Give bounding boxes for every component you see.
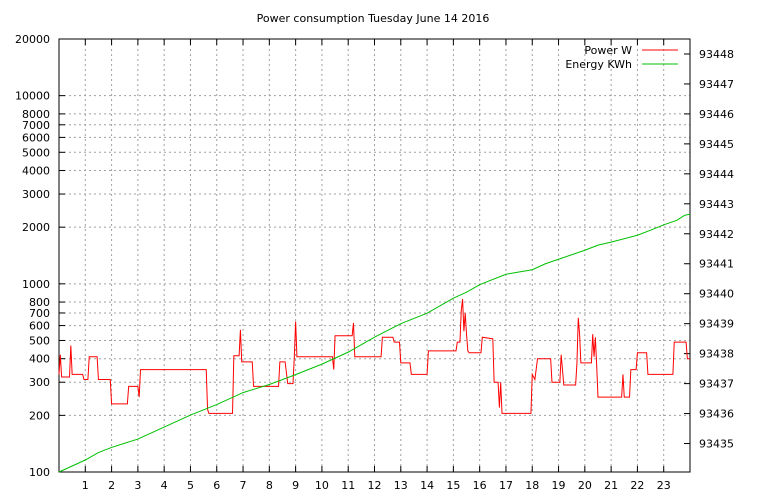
y-right-tick-label: 93446: [699, 108, 734, 121]
y-left-tick-label: 800: [29, 296, 50, 309]
y-left-tick-label: 2000: [22, 221, 50, 234]
series-line-power-w: [58, 298, 690, 414]
y-left-tick-label: 1000: [22, 278, 50, 291]
y-left-tick-label: 8000: [22, 108, 50, 121]
y-left-tick-label: 6000: [22, 131, 50, 144]
series-layer: [58, 213, 691, 473]
y-right-tick-label: 93445: [699, 138, 734, 151]
y-left-tick-label: 500: [29, 334, 50, 347]
y-right-tick-label: 93440: [699, 288, 734, 301]
y-left-tick-label: 5000: [22, 146, 50, 159]
y-left-tick-label: 7000: [22, 119, 50, 132]
y-left-tick-label: 300: [29, 376, 50, 389]
series-line-energy-kwh: [58, 213, 691, 473]
x-tick-label: 11: [341, 479, 355, 492]
y-left-tick-label: 600: [29, 320, 50, 333]
x-tick-label: 3: [134, 479, 141, 492]
x-tick-label: 20: [578, 479, 592, 492]
x-tick-label: 12: [368, 479, 382, 492]
x-tick-label: 7: [240, 479, 247, 492]
y-right-tick-label: 93443: [699, 198, 734, 211]
y-right-tick-label: 93439: [699, 318, 734, 331]
x-tick-label: 16: [473, 479, 487, 492]
y-right-tick-label: 93436: [699, 408, 734, 421]
y-right-tick-label: 93442: [699, 228, 734, 241]
axes: 1 2 3 4 5 6 7 8 9 10 11 12 13 14 15 16 17 18 19 20 21 22 23100…: [15, 33, 734, 492]
legend-label: Energy KWh: [565, 58, 632, 71]
x-tick-label: 19: [552, 479, 566, 492]
y-left-tick-label: 100: [29, 466, 50, 479]
y-right-tick-label: 93441: [699, 258, 734, 271]
y-right-tick-label: 93448: [699, 48, 734, 61]
x-tick-label: 1: [82, 479, 89, 492]
y-right-tick-label: 93437: [699, 378, 734, 391]
y-left-tick-label: 3000: [22, 188, 50, 201]
y-right-tick-label: 93435: [699, 438, 734, 451]
y-right-tick-label: 93444: [699, 168, 734, 181]
x-tick-label: 15: [446, 479, 460, 492]
x-tick-label: 10: [315, 479, 329, 492]
x-tick-label: 18: [525, 479, 539, 492]
y-right-tick-label: 93447: [699, 78, 734, 91]
y-left-tick-label: 700: [29, 307, 50, 320]
x-tick-label: 8: [266, 479, 273, 492]
y-left-tick-label: 4000: [22, 165, 50, 178]
x-tick-label: 17: [499, 479, 513, 492]
x-tick-label: 21: [604, 479, 618, 492]
x-tick-label: 13: [394, 479, 408, 492]
x-tick-label: 2: [108, 479, 115, 492]
x-tick-label: 5: [187, 479, 194, 492]
y-left-tick-label: 400: [29, 353, 50, 366]
x-tick-label: 14: [420, 479, 434, 492]
x-tick-label: 23: [657, 479, 671, 492]
legend-label: Power W: [584, 44, 632, 57]
y-left-tick-label: 20000: [15, 33, 50, 46]
grid: [59, 38, 690, 473]
x-tick-label: 6: [213, 479, 220, 492]
y-left-tick-label: 200: [29, 409, 50, 422]
x-tick-label: 22: [630, 479, 644, 492]
x-tick-label: 4: [161, 479, 168, 492]
y-left-tick-label: 10000: [15, 90, 50, 103]
y-right-tick-label: 93438: [699, 348, 734, 361]
chart-title: Power consumption Tuesday June 14 2016: [257, 12, 490, 25]
x-tick-label: 9: [292, 479, 299, 492]
